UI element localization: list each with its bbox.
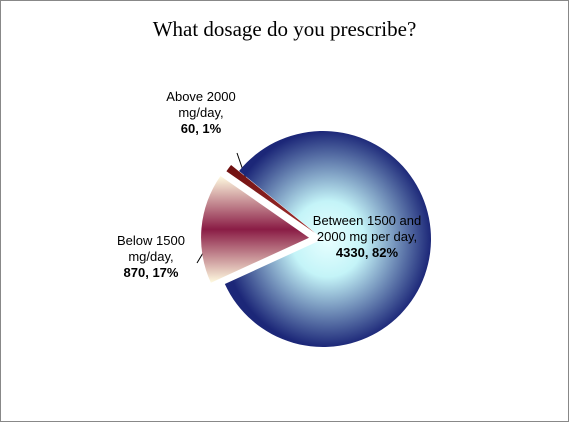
label-value: 870, 17% — [123, 265, 179, 280]
label-value: 4330, 82% — [335, 245, 399, 260]
data-label: Above 2000 mg/day60, 1% — [151, 89, 251, 137]
data-label: Between 1500 and 2000 mg per day4330, 82… — [311, 213, 423, 261]
label-category: Between 1500 and 2000 mg per day — [313, 213, 421, 244]
pie-slice — [201, 175, 310, 283]
label-category: Below 1500 mg/day — [117, 233, 185, 264]
label-category: Above 2000 mg/day — [166, 89, 235, 120]
data-label: Below 1500 mg/day870, 17% — [101, 233, 201, 281]
label-value: 60, 1% — [180, 121, 222, 136]
chart-title: What dosage do you prescribe? — [152, 17, 417, 41]
pie-slice — [224, 130, 431, 348]
pie-slice — [226, 165, 316, 233]
